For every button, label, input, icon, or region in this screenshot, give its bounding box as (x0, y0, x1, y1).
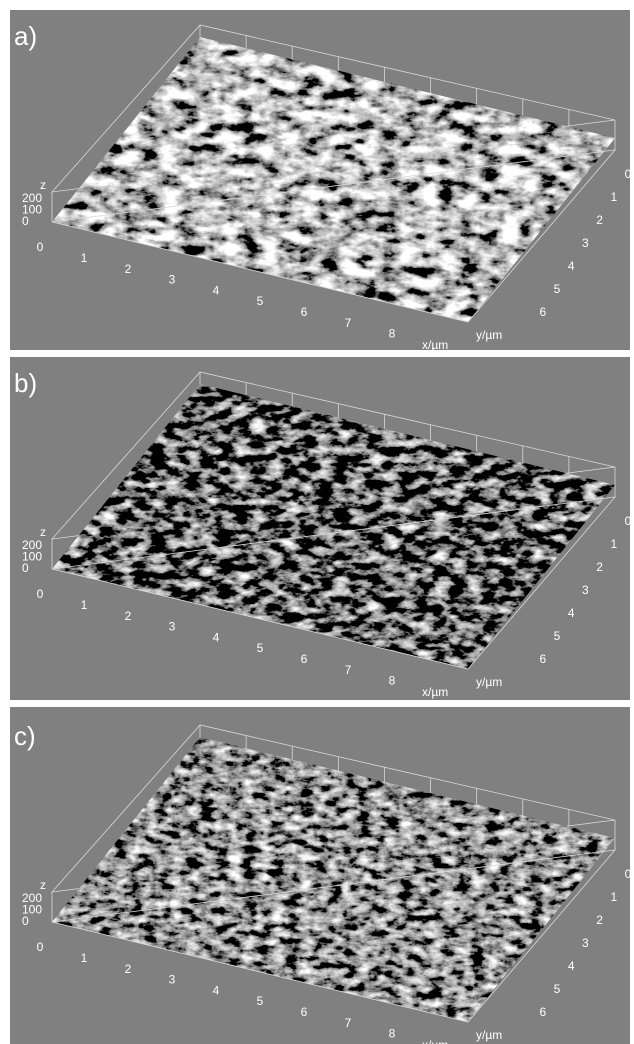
x-tick-label: 6 (301, 652, 308, 666)
x-tick-label: 4 (213, 630, 220, 644)
y-tick-label: 0 (625, 514, 632, 528)
x-tick-label: 3 (169, 620, 176, 634)
x-tick-label: 2 (125, 609, 132, 623)
z-tick-label: 200 (22, 538, 42, 552)
x-tick-label: 8 (389, 327, 396, 341)
y-tick-label: 2 (596, 560, 603, 574)
x-tick-label: 0 (37, 240, 44, 254)
x-tick-label: 6 (301, 305, 308, 319)
y-tick-label: 0 (625, 167, 632, 181)
x-tick-label: 1 (81, 598, 88, 612)
y-label: y/µm (476, 675, 502, 689)
y-label: y/µm (476, 328, 502, 342)
y-tick-label: 3 (582, 936, 589, 950)
y-tick-label: 5 (554, 982, 561, 996)
y-tick-label: 1 (610, 537, 617, 551)
y-tick-label: 0 (625, 867, 632, 881)
x-tick-label: 8 (389, 674, 396, 688)
x-tick-label: 7 (345, 663, 352, 677)
x-tick-label: 5 (257, 641, 264, 655)
frame (51, 496, 616, 670)
z-tick-label: 100 (22, 203, 42, 217)
y-tick-label: 6 (539, 305, 546, 319)
x-label: x/µm (422, 685, 448, 699)
z-tick-label: 100 (22, 903, 42, 917)
y-tick-label: 5 (554, 629, 561, 643)
z-label: z (40, 525, 46, 539)
x-tick-label: 2 (125, 262, 132, 276)
x-tick-label: 4 (213, 983, 220, 997)
x-tick-label: 0 (37, 940, 44, 954)
y-tick-label: 4 (568, 959, 575, 973)
y-tick-label: 5 (554, 282, 561, 296)
y-tick-label: 2 (596, 213, 603, 227)
x-label: x/µm (422, 1038, 448, 1044)
y-tick-label: 1 (610, 190, 617, 204)
x-tick-label: 5 (257, 994, 264, 1008)
panel-label: a) (14, 21, 37, 51)
z-tick-label: 0 (22, 914, 29, 928)
x-tick-label: 8 (389, 1027, 396, 1041)
panel-label: c) (14, 721, 36, 751)
z-tick-label: 200 (22, 191, 42, 205)
x-tick-label: 7 (345, 1016, 352, 1030)
y-tick-label: 3 (582, 583, 589, 597)
x-tick-label: 0 (37, 587, 44, 601)
y-tick-label: 1 (610, 890, 617, 904)
z-label: z (40, 178, 46, 192)
z-tick-label: 100 (22, 550, 42, 564)
y-tick-label: 6 (539, 1005, 546, 1019)
x-tick-label: 7 (345, 316, 352, 330)
x-tick-label: 2 (125, 962, 132, 976)
z-tick-label: 0 (22, 214, 29, 228)
x-tick-label: 6 (301, 1005, 308, 1019)
y-tick-label: 4 (568, 606, 575, 620)
y-tick-label: 3 (582, 236, 589, 250)
y-tick-label: 2 (596, 913, 603, 927)
frame (51, 149, 616, 323)
y-tick-label: 4 (568, 259, 575, 273)
x-tick-label: 3 (169, 273, 176, 287)
panel-label: b) (14, 368, 37, 398)
x-tick-label: 5 (257, 294, 264, 308)
z-tick-label: 200 (22, 891, 42, 905)
x-tick-label: 1 (81, 951, 88, 965)
y-tick-label: 6 (539, 652, 546, 666)
x-tick-label: 3 (169, 973, 176, 987)
z-label: z (40, 878, 46, 892)
x-tick-label: 4 (213, 283, 220, 297)
x-tick-label: 1 (81, 251, 88, 265)
x-label: x/µm (422, 338, 448, 352)
y-label: y/µm (476, 1028, 502, 1042)
frame (51, 849, 616, 1023)
z-tick-label: 0 (22, 561, 29, 575)
